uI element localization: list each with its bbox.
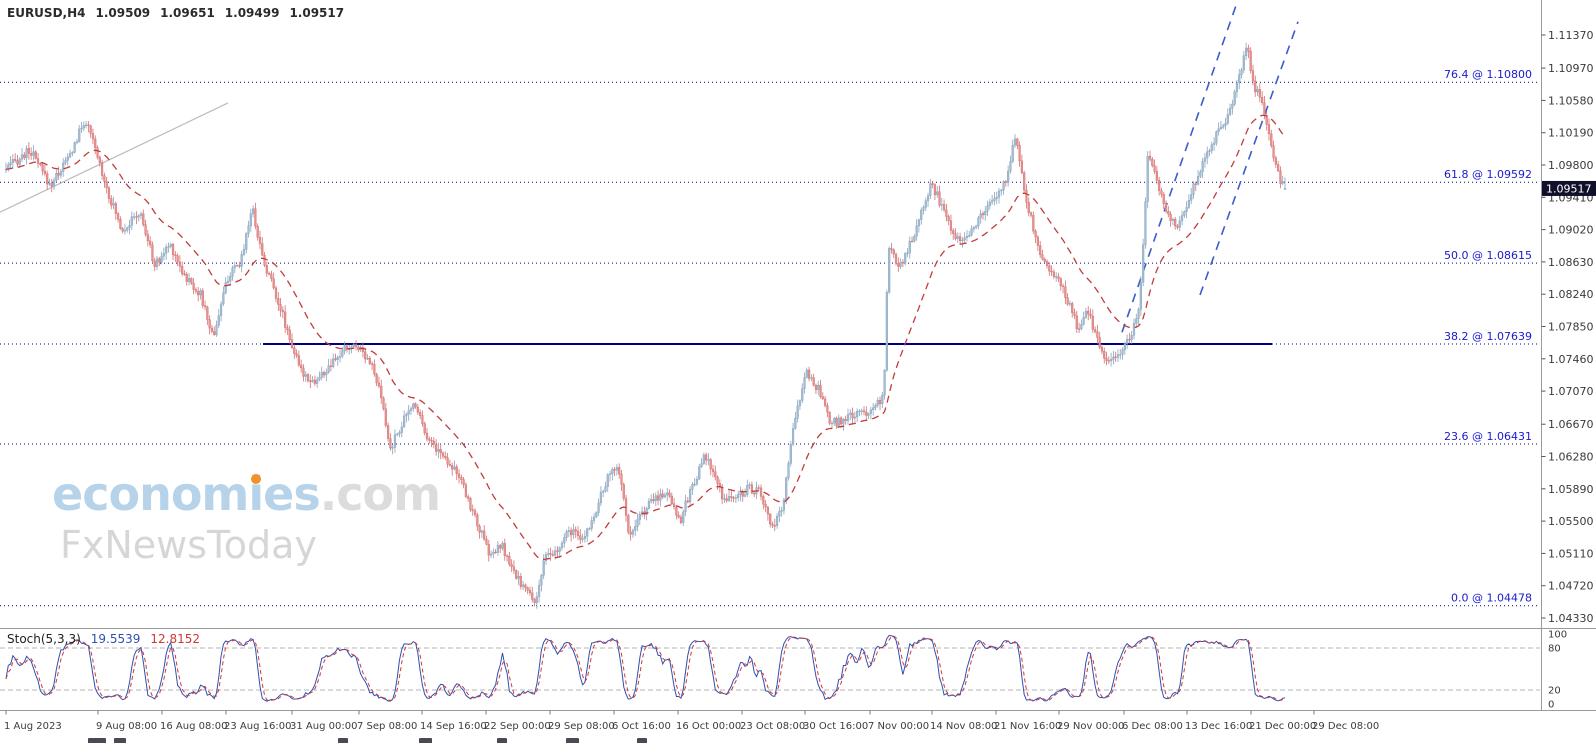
price-tick-label: 1.04720 [1548,580,1594,593]
taskbar-icon[interactable] [566,738,579,743]
stoch-k-line [5,634,1286,702]
ohlc-open-value: 1.09509 [95,6,151,20]
time-axis-label: 6 Oct 16:00 [612,721,671,732]
taskbar-icon[interactable] [114,738,126,743]
channel-line-lower[interactable] [1199,21,1299,296]
price-tick-label: 1.07460 [1548,353,1594,366]
time-axis-label: 14 Nov 08:00 [930,721,997,732]
price-tick-label: 1.10580 [1548,94,1594,107]
taskbar-icon[interactable] [338,738,348,743]
stoch-d-line [5,635,1286,702]
price-tick-label: 1.05890 [1548,483,1594,496]
time-axis-label: 30 Oct 16:00 [803,721,868,732]
taskbar-icon[interactable] [419,738,432,743]
chart-ohlc-header: EURUSD,H4 1.09509 1.09651 1.09499 1.09517 [7,6,354,20]
stoch-level-label: 20 [1548,686,1561,697]
time-axis-label: 6 Dec 08:00 [1122,721,1183,732]
price-tick-label: 1.11370 [1548,29,1594,42]
watermark-brand-post: es [263,467,321,521]
time-axis-label: 29 Nov 00:00 [1057,721,1124,732]
time-axis-label: 16 Aug 08:00 [160,721,227,732]
current-price-badge [1542,180,1596,196]
watermark-logo: economies.com FxNewsToday [52,467,441,567]
fib-level-label: 50.0 @ 1.08615 [1444,249,1532,262]
current-price-text: 1.09517 [1546,182,1592,195]
taskbar-strip [0,737,1596,743]
fib-level-label: 0.0 @ 1.04478 [1451,592,1532,605]
moving-average-line [5,114,1286,561]
price-tick-label: 1.08630 [1548,256,1594,269]
price-tick-label: 1.09800 [1548,159,1594,172]
taskbar-icon[interactable] [637,738,647,743]
stochastic-k-value: 19.5539 [90,632,141,646]
time-axis-label: 29 Dec 08:00 [1312,721,1379,732]
stochastic-d-value: 12.8152 [150,632,201,646]
symbol-timeframe-label: EURUSD,H4 [7,6,86,20]
watermark-tagline: FxNewsToday [60,522,317,567]
time-axis-label: 14 Sep 16:00 [420,721,487,732]
stochastic-label: Stoch(5,3,3) [7,632,81,646]
channel-line-upper[interactable] [1121,2,1238,333]
time-axis-label: 7 Sep 08:00 [357,721,417,732]
gray-trendline[interactable] [0,102,229,213]
price-tick-label: 1.10970 [1548,62,1594,75]
time-axis-label: 7 Nov 00:00 [868,721,929,732]
time-axis-label: 9 Aug 08:00 [96,721,157,732]
watermark-domain-suffix: .com [319,467,441,521]
time-axis-label: 31 Aug 00:00 [290,721,357,732]
time-axis-label: 21 Dec 00:00 [1249,721,1316,732]
price-tick-label: 1.05500 [1548,515,1594,528]
time-axis-label: 16 Oct 00:00 [676,721,741,732]
price-tick-label: 1.06670 [1548,418,1594,431]
time-axis-label: 23 Oct 08:00 [740,721,805,732]
stochastic-indicator-header: Stoch(5,3,3) 19.5539 12.8152 [7,632,200,646]
time-axis-label: 13 Dec 16:00 [1185,721,1252,732]
price-tick-label: 1.07850 [1548,321,1594,334]
time-axis-label: 21 Nov 16:00 [994,721,1061,732]
taskbar-icon[interactable] [88,738,106,743]
price-tick-label: 1.09020 [1548,224,1594,237]
time-axis-label: 22 Sep 00:00 [484,721,551,732]
stoch-level-label: 0 [1548,700,1554,711]
time-axis-label: 23 Aug 16:00 [224,721,291,732]
ohlc-low-value: 1.09499 [224,6,280,20]
price-tick-label: 1.04330 [1548,612,1594,625]
fib-level-label: 76.4 @ 1.10800 [1444,68,1532,81]
price-tick-label: 1.07070 [1548,385,1594,398]
fib-level-label: 38.2 @ 1.07639 [1444,330,1532,343]
watermark-brand-i-orange-dot: i [248,467,264,521]
fib-level-label: 61.8 @ 1.09592 [1444,168,1532,181]
fib-level-label: 23.6 @ 1.06431 [1444,430,1532,443]
price-tick-label: 1.05110 [1548,547,1594,560]
candles-layer [4,42,1287,609]
ohlc-high-value: 1.09651 [160,6,215,20]
price-tick-label: 1.10190 [1548,127,1594,140]
stoch-level-label: 100 [1548,630,1567,641]
taskbar-icon[interactable] [497,738,507,743]
price-tick-label: 1.06280 [1548,451,1594,464]
ohlc-close-value: 1.09517 [289,6,345,20]
price-tick-label: 1.08240 [1548,288,1594,301]
watermark-brand-pre: econom [52,467,249,521]
time-axis-label: 1 Aug 2023 [4,721,62,732]
watermark-brand: economies.com [52,467,441,521]
stoch-level-label: 80 [1548,644,1561,655]
time-axis-label: 29 Sep 08:00 [548,721,615,732]
